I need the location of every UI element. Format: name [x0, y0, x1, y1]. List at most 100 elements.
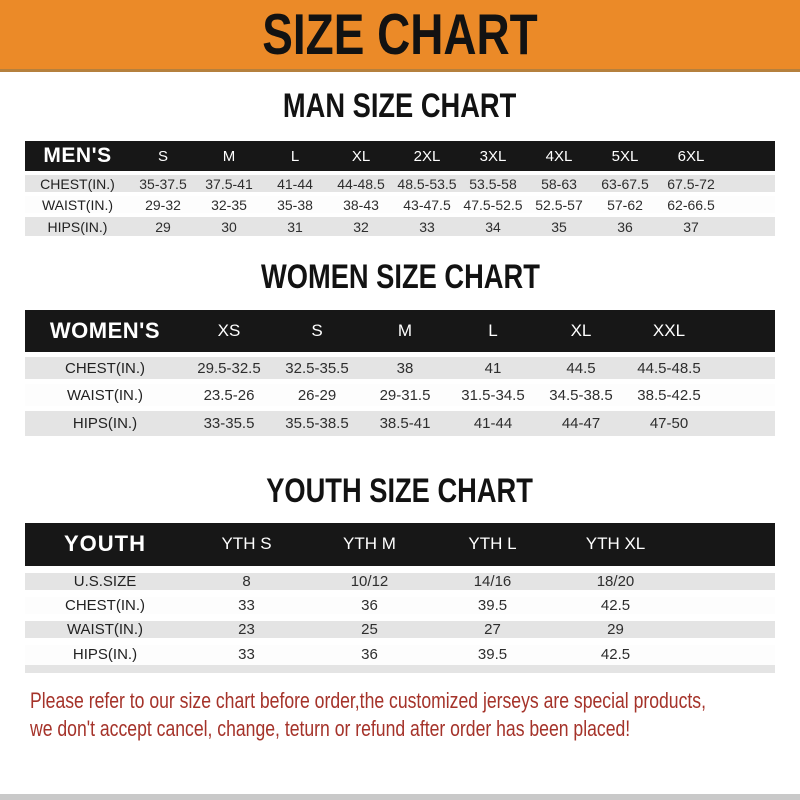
- cell-value: 39.5: [477, 596, 508, 614]
- cell-value: 34: [485, 218, 501, 235]
- women-section-heading-text: WOMEN SIZE CHART: [260, 257, 540, 296]
- cell-value: 52.5-57: [535, 196, 583, 213]
- column-header: XL: [537, 310, 625, 355]
- column-header: YTH S: [185, 522, 308, 569]
- cell-value: 10/12: [350, 572, 389, 590]
- cell-value: 33-35.5: [203, 414, 255, 432]
- cell-value: 33: [419, 218, 435, 235]
- cell-value: 35.5-38.5: [285, 414, 349, 432]
- cell-value: 63-67.5: [601, 175, 649, 192]
- header-spacer: [677, 522, 775, 569]
- column-header: M: [361, 310, 449, 355]
- size-chart-banner: SIZE CHART: [0, 0, 800, 72]
- cell-value: 27: [484, 620, 501, 638]
- cell-value: 38.5-41: [379, 414, 431, 432]
- cell-value: 38: [396, 359, 414, 377]
- cell-value: 38.5-42.5: [637, 386, 701, 404]
- cell-value: 47.5-52.5: [463, 196, 523, 213]
- column-header: 5XL: [592, 141, 658, 173]
- row-label: HIPS(IN.): [72, 414, 138, 432]
- row-spacer: [724, 194, 775, 215]
- cell-value: 44.5: [566, 359, 596, 377]
- cell-value: 31: [287, 218, 303, 235]
- cell-value: 53.5-58: [469, 175, 517, 192]
- cell-value: 30: [221, 218, 237, 235]
- cell-value: 62-66.5: [667, 196, 715, 213]
- cell-value: 36: [361, 596, 378, 614]
- column-header: M: [196, 141, 262, 173]
- cell-value: 48.5-53.5: [397, 175, 457, 192]
- cell-value: 35: [551, 218, 567, 235]
- cell-value: 41-44: [473, 414, 513, 432]
- table-header-label: WOMEN'S: [25, 310, 185, 355]
- cell-value: 32.5-35.5: [285, 359, 349, 377]
- column-header: YTH L: [431, 522, 554, 569]
- cell-value: 47-50: [649, 414, 689, 432]
- cell-value: 14/16: [473, 572, 512, 590]
- men-size-section: MAN SIZE CHART MEN'S S M L XL 2XL 3XL 4XL 5XL 6XL…: [0, 86, 800, 236]
- table-row: WAIST(IN.) 23 25 27 29: [25, 617, 775, 641]
- cell-value: 67.5-72: [667, 175, 715, 192]
- column-header: XS: [185, 310, 273, 355]
- men-section-heading: MAN SIZE CHART: [0, 86, 800, 125]
- table-header-row: YOUTH YTH S YTH M YTH L YTH XL: [25, 522, 775, 569]
- column-header: L: [449, 310, 537, 355]
- cell-value: 58-63: [541, 175, 577, 192]
- row-label: WAIST(IN.): [66, 386, 144, 404]
- table-header-label: MEN'S: [25, 141, 130, 173]
- column-header: 4XL: [526, 141, 592, 173]
- men-section-heading-text: MAN SIZE CHART: [283, 86, 517, 125]
- men-size-table: MEN'S S M L XL 2XL 3XL 4XL 5XL 6XL CHEST(IN.) 35-37…: [25, 141, 775, 236]
- row-spacer: [724, 173, 775, 194]
- row-label: U.S.SIZE: [73, 572, 137, 590]
- cell-value: 37.5-41: [205, 175, 253, 192]
- women-section-heading: WOMEN SIZE CHART: [0, 257, 800, 296]
- row-spacer: [713, 355, 775, 382]
- women-size-table: WOMEN'S XS S M L XL XXL CHEST(IN.) 29.5-32.5 32.5…: [25, 310, 775, 436]
- cell-value: 44-48.5: [337, 175, 385, 192]
- cell-value: 37: [683, 218, 699, 235]
- column-header: L: [262, 141, 328, 173]
- cell-value: 31.5-34.5: [461, 386, 525, 404]
- header-spacer: [724, 141, 775, 173]
- row-spacer: [677, 617, 775, 641]
- cell-value: 26-29: [297, 386, 337, 404]
- cell-value: 32-35: [211, 196, 247, 213]
- row-label: HIPS(IN.): [72, 646, 138, 664]
- cell-value: 29: [607, 620, 624, 638]
- row-label: CHEST(IN.): [65, 359, 145, 377]
- youth-size-table: YOUTH YTH S YTH M YTH L YTH XL U.S.SIZE 8 10/12…: [25, 522, 775, 665]
- header-spacer: [713, 310, 775, 355]
- cell-value: 42.5: [600, 596, 631, 614]
- column-header: YTH M: [308, 522, 431, 569]
- column-header: S: [130, 141, 196, 173]
- banner-title: SIZE CHART: [262, 2, 538, 67]
- cell-value: 43-47.5: [403, 196, 451, 213]
- column-header: XXL: [625, 310, 713, 355]
- row-spacer: [713, 409, 775, 436]
- cell-value: 33: [238, 646, 255, 664]
- bottom-gray-strip: [0, 794, 800, 800]
- disclaimer-line-2: we don't accept cancel, change, teturn o…: [30, 716, 631, 741]
- table-header-label: YOUTH: [25, 522, 185, 569]
- cell-value: 33: [238, 596, 255, 614]
- cell-value: 36: [617, 218, 633, 235]
- table-row: CHEST(IN.) 29.5-32.5 32.5-35.5 38 41 44.5 44.5…: [25, 354, 775, 382]
- order-disclaimer: Please refer to our size chart before or…: [0, 687, 800, 743]
- row-label: WAIST(IN.): [66, 620, 144, 638]
- row-spacer: [677, 641, 775, 665]
- cell-value: 57-62: [607, 196, 643, 213]
- table-header-row: WOMEN'S XS S M L XL XXL: [25, 310, 775, 355]
- column-header: YTH XL: [554, 522, 677, 569]
- cell-value: 34.5-38.5: [549, 386, 613, 404]
- row-label: CHEST(IN.): [40, 175, 115, 192]
- cell-value: 29: [155, 218, 171, 235]
- column-header: 3XL: [460, 141, 526, 173]
- row-label: CHEST(IN.): [65, 596, 145, 614]
- table-row: HIPS(IN.) 33 36 39.5 42.5: [25, 641, 775, 665]
- table-row: HIPS(IN.) 33-35.5 35.5-38.5 38.5-41 41-44 44-…: [25, 408, 775, 436]
- cell-value: 35-38: [277, 196, 313, 213]
- row-spacer: [713, 382, 775, 409]
- column-header: 6XL: [658, 141, 724, 173]
- column-header: S: [273, 310, 361, 355]
